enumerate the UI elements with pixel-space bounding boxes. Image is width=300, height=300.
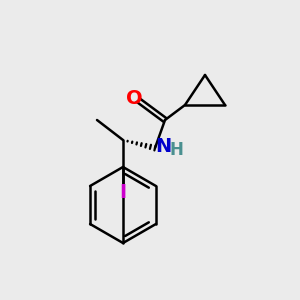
Text: O: O	[126, 89, 142, 109]
Text: N: N	[155, 137, 171, 157]
Text: I: I	[119, 184, 127, 202]
Text: H: H	[169, 141, 183, 159]
